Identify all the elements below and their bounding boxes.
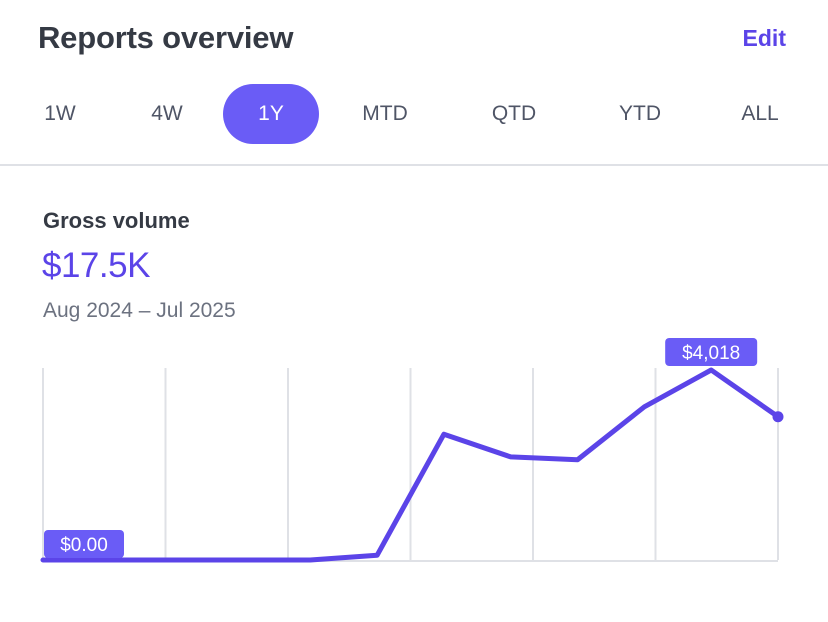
metric-label: Gross volume (43, 208, 190, 233)
chart-svg: $0.00 $4,018 (40, 338, 784, 563)
chart-data-label: $4,018 (682, 343, 740, 364)
chart-data-label: $0.00 (60, 535, 108, 556)
tab-mtd[interactable]: MTD (362, 102, 408, 125)
page-title: Reports overview (38, 20, 294, 55)
divider (0, 164, 828, 166)
metric-date-range: Aug 2024 – Jul 2025 (43, 299, 236, 322)
metric-value: $17.5K (42, 246, 150, 285)
tab-ytd[interactable]: YTD (619, 102, 661, 125)
header: Reports overview Edit (0, 0, 828, 80)
chart-data-label-bg (665, 338, 758, 366)
range-tabs: 1W 4W 1Y MTD QTD YTD ALL (0, 84, 828, 144)
tab-qtd[interactable]: QTD (491, 102, 537, 125)
tab-all[interactable]: ALL (741, 102, 779, 125)
tab-1y[interactable]: 1Y (223, 84, 319, 144)
tab-4w[interactable]: 4W (151, 102, 183, 125)
tab-1w[interactable]: 1W (44, 102, 76, 125)
chart-series-line (40, 367, 781, 563)
chart-data-label-bg (44, 530, 124, 558)
edit-button[interactable]: Edit (742, 25, 786, 51)
chart-end-point (772, 411, 784, 423)
gross-volume-chart: $0.00 $4,018 (0, 330, 828, 590)
